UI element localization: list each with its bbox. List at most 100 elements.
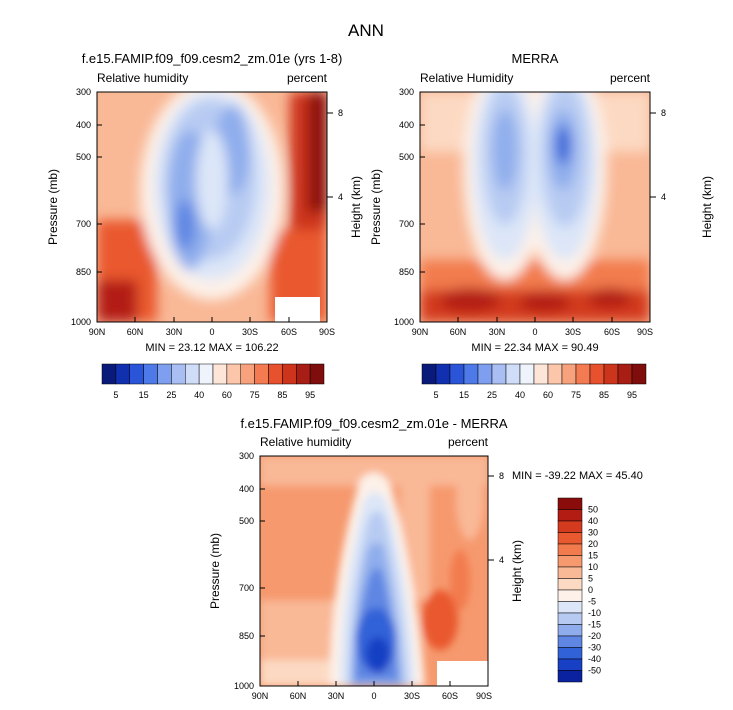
x-ticks — [96, 317, 328, 322]
y-axis-left: 300 400 500 700 850 1000 — [394, 87, 425, 327]
colorbar-swatch — [157, 363, 172, 385]
colorbar-label: 95 — [305, 390, 315, 400]
colorbar-swatch — [557, 635, 583, 648]
x-tick-label: 90S — [319, 327, 335, 337]
y-tick-label: 300 — [239, 451, 254, 461]
contour-field — [260, 456, 488, 686]
y-tick-label: 1000 — [71, 317, 91, 327]
colorbar-swatch — [477, 363, 493, 385]
x-tick-label: 90N — [252, 691, 269, 701]
colorbar-label: 20 — [588, 539, 598, 549]
colorbar-swatch — [557, 543, 583, 556]
colorbar-swatch — [115, 363, 130, 385]
colorbar-swatch — [254, 363, 269, 385]
colorbar-label: 60 — [543, 390, 553, 400]
y-axis-title: Pressure (mb) — [46, 169, 60, 245]
y-tick-label: 850 — [399, 267, 414, 277]
colorbar-label: -20 — [588, 631, 601, 641]
colorbar-swatch — [505, 363, 521, 385]
y-ticks — [260, 455, 265, 687]
colorbar-label: 40 — [515, 390, 525, 400]
colorbar-label: -50 — [588, 666, 601, 676]
y-axis-title-right: Height (km) — [700, 176, 714, 238]
y-axis-title: Pressure (mb) — [208, 533, 222, 609]
x-tick-label: 90N — [412, 327, 429, 337]
colorbar-swatch — [557, 555, 583, 568]
height-tick-label: 8 — [338, 108, 343, 118]
y-tick-label: 400 — [399, 120, 414, 130]
y-axis-left: 300 400 500 700 850 1000 — [234, 451, 265, 691]
panel-difference: f.e15.FAMIP.f09_f09.cesm2_zm.01e - MERRA… — [208, 416, 643, 701]
colorbar-label: 60 — [222, 390, 232, 400]
height-tick-label: 4 — [338, 192, 343, 202]
y-tick-label: 500 — [239, 516, 254, 526]
colorbar-swatch — [561, 363, 577, 385]
x-tick-label: 60N — [127, 327, 144, 337]
colorbar-swatch — [519, 363, 535, 385]
colorbar-swatch — [617, 363, 633, 385]
x-tick-label: 60N — [290, 691, 307, 701]
colorbar-swatch — [449, 363, 465, 385]
colorbar-swatch — [557, 589, 583, 602]
colorbar-swatch — [129, 363, 144, 385]
y-ticks-right — [650, 112, 656, 198]
colorbar-label: 5 — [113, 390, 118, 400]
x-tick-label: 90N — [89, 327, 106, 337]
colorbar-label: 25 — [487, 390, 497, 400]
y-axis-right: 8 4 — [327, 108, 343, 202]
colorbar-label: 85 — [277, 390, 287, 400]
y-ticks — [420, 91, 425, 323]
colorbar-label: 95 — [627, 390, 637, 400]
x-tick-label: 60N — [450, 327, 467, 337]
y-tick-label: 1000 — [394, 317, 414, 327]
units-label: percent — [448, 435, 489, 449]
colorbar-swatch — [557, 497, 583, 510]
colorbar-swatch — [557, 520, 583, 533]
colorbar-swatch — [557, 612, 583, 625]
height-tick-label: 4 — [499, 555, 504, 565]
y-axis-right: 8 4 — [488, 471, 504, 565]
panel-title: f.e15.FAMIP.f09_f09.cesm2_zm.01e - MERRA — [240, 416, 507, 431]
colorbar-swatch — [240, 363, 255, 385]
colorbar-swatch — [533, 363, 549, 385]
colorbar-label: 30 — [588, 528, 598, 538]
y-tick-label: 400 — [239, 484, 254, 494]
colorbar-swatch — [491, 363, 507, 385]
x-tick-label: 0 — [532, 327, 537, 337]
colorbar-swatch — [557, 566, 583, 579]
colorbar-label: -30 — [588, 643, 601, 653]
colorbar-swatch — [589, 363, 605, 385]
colorbar-label: 5 — [588, 574, 593, 584]
colorbar-label: 75 — [250, 390, 260, 400]
min-max-label: MIN = 22.34 MAX = 90.49 — [471, 342, 598, 354]
colorbar-swatch — [547, 363, 563, 385]
y-tick-label: 850 — [76, 267, 91, 277]
colorbar-label: 25 — [166, 390, 176, 400]
panel-title: MERRA — [512, 51, 559, 66]
colorbar-label: 50 — [588, 505, 598, 515]
colorbar-swatch — [296, 363, 311, 385]
y-axis-right: 8 4 — [650, 108, 666, 202]
y-tick-label: 700 — [239, 583, 254, 593]
x-tick-label: 60S — [281, 327, 297, 337]
colorbar-swatch — [185, 363, 200, 385]
y-ticks — [97, 91, 102, 323]
height-tick-label: 8 — [499, 471, 504, 481]
y-ticks-right — [327, 112, 333, 198]
height-tick-label: 8 — [661, 108, 666, 118]
x-tick-label: 90S — [476, 691, 492, 701]
panel-title: f.e15.FAMIP.f09_f09.cesm2_zm.01e (yrs 1-… — [82, 51, 343, 66]
colorbar: 5 15 25 40 60 75 85 95 — [101, 363, 325, 400]
colorbar-label: -15 — [588, 620, 601, 630]
y-tick-label: 500 — [76, 152, 91, 162]
colorbar-label: 15 — [588, 551, 598, 561]
colorbar-swatch — [575, 363, 591, 385]
colorbar-swatch — [557, 658, 583, 671]
colorbar-swatch — [557, 624, 583, 637]
x-axis: 90N 60N 30N 0 30S 60S 90S — [89, 317, 335, 337]
y-ticks-right — [488, 475, 494, 561]
y-tick-label: 300 — [399, 87, 414, 97]
contour-field — [97, 92, 327, 322]
